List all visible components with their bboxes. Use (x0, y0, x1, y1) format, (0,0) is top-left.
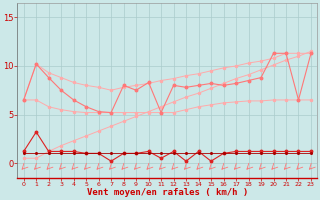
X-axis label: Vent moyen/en rafales ( km/h ): Vent moyen/en rafales ( km/h ) (87, 188, 248, 197)
